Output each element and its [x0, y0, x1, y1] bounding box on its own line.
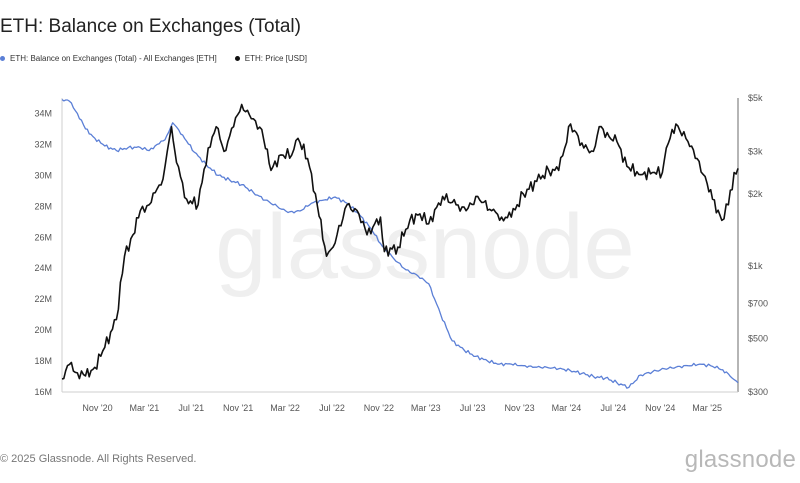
- legend-swatch-price: [234, 56, 240, 61]
- x-tick-label: Nov '22: [364, 403, 394, 413]
- chart-area: glassnode 16M 18M 20M 22M 24M 26M 28M 30M 32M 34M $…: [34, 93, 768, 413]
- x-tick-label: Jul '21: [178, 403, 204, 413]
- y-left-tick-label: 28M: [34, 201, 52, 211]
- x-tick-label: Nov '23: [504, 403, 534, 413]
- legend-swatch-balance: [0, 56, 5, 61]
- y-right-tick-label: $5k: [748, 93, 763, 103]
- watermark-text: glassnode: [215, 196, 634, 298]
- x-tick-label: Mar '21: [130, 403, 160, 413]
- y-left-tick-label: 32M: [34, 139, 52, 149]
- y-left-tick-label: 16M: [34, 387, 52, 397]
- y-left-tick-label: 34M: [34, 108, 52, 118]
- x-tick-label: Mar '23: [411, 403, 441, 413]
- legend-label-balance: ETH: Balance on Exchanges (Total) - All …: [10, 54, 217, 63]
- y-right-tick-label: $300: [748, 387, 768, 397]
- legend-item-balance[interactable]: ETH: Balance on Exchanges (Total) - All …: [0, 54, 217, 63]
- y-right-tick-label: $1k: [748, 261, 763, 271]
- brand-logo: glassnode: [684, 446, 796, 473]
- chart-title: ETH: Balance on Exchanges (Total): [0, 16, 301, 37]
- y-left-tick-label: 20M: [34, 325, 52, 335]
- y-left-tick-label: 24M: [34, 263, 52, 273]
- y-left-tick-label: 22M: [34, 294, 52, 304]
- y-left-tick-label: 26M: [34, 232, 52, 242]
- legend-item-price[interactable]: ETH: Price [USD]: [234, 54, 307, 63]
- x-tick-label: Nov '20: [82, 403, 112, 413]
- series-group: [61, 98, 739, 389]
- x-tick-label: Jul '22: [319, 403, 345, 413]
- x-tick-label: Jul '23: [460, 403, 486, 413]
- x-tick-label: Nov '21: [223, 403, 253, 413]
- y-right-tick-label: $700: [748, 298, 768, 308]
- y-right-tick-label: $500: [748, 334, 768, 344]
- copyright-text: © 2025 Glassnode. All Rights Reserved.: [0, 453, 197, 465]
- y-left-tick-label: 30M: [34, 170, 52, 180]
- x-tick-label: Nov '24: [645, 403, 675, 413]
- y-right-tick-label: $3k: [748, 146, 763, 156]
- x-tick-label: Mar '25: [692, 403, 722, 413]
- x-tick-label: Jul '24: [600, 403, 626, 413]
- y-right-tick-label: $2k: [748, 189, 763, 199]
- series-line-balance: [61, 98, 739, 389]
- x-tick-label: Mar '24: [552, 403, 582, 413]
- legend-label-price: ETH: Price [USD]: [244, 54, 307, 63]
- series-line-price: [61, 103, 739, 380]
- chart-legend: ETH: Balance on Exchanges (Total) - All …: [0, 54, 325, 63]
- y-left-tick-label: 18M: [34, 356, 52, 366]
- x-tick-label: Mar '22: [270, 403, 300, 413]
